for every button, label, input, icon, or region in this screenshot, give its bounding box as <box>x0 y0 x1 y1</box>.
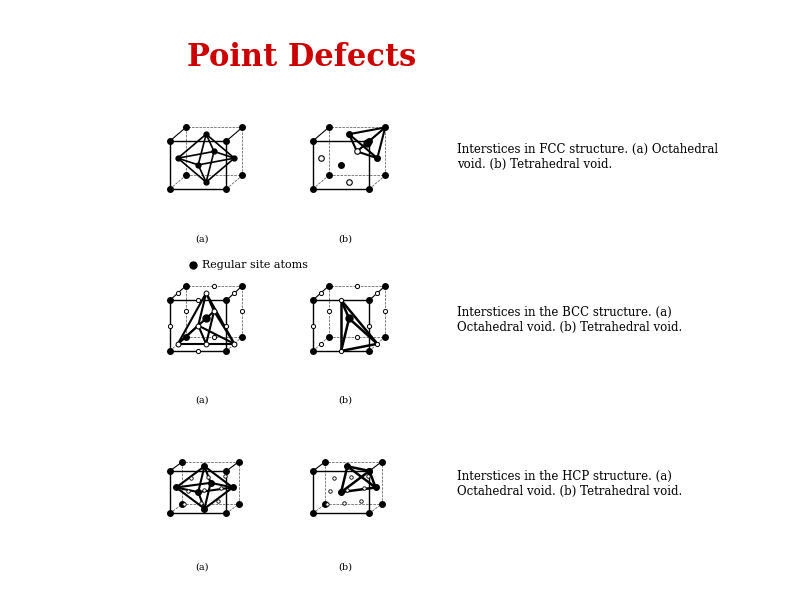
Text: Interstices in the HCP structure. (a)
Octahedral void. (b) Tetrahedral void.: Interstices in the HCP structure. (a) Oc… <box>457 470 682 498</box>
Text: (b): (b) <box>338 396 353 405</box>
Text: (b): (b) <box>338 562 353 571</box>
Text: Interstices in FCC structure. (a) Octahedral
void. (b) Tetrahedral void.: Interstices in FCC structure. (a) Octahe… <box>457 143 718 171</box>
Text: Regular site atoms: Regular site atoms <box>202 260 309 270</box>
Text: Interstices in the BCC structure. (a)
Octahedral void. (b) Tetrahedral void.: Interstices in the BCC structure. (a) Oc… <box>457 306 682 334</box>
Text: (b): (b) <box>338 235 353 244</box>
Text: (a): (a) <box>195 562 210 571</box>
Text: Point Defects: Point Defects <box>187 42 416 73</box>
Text: (a): (a) <box>195 235 210 244</box>
Text: (a): (a) <box>195 396 210 405</box>
